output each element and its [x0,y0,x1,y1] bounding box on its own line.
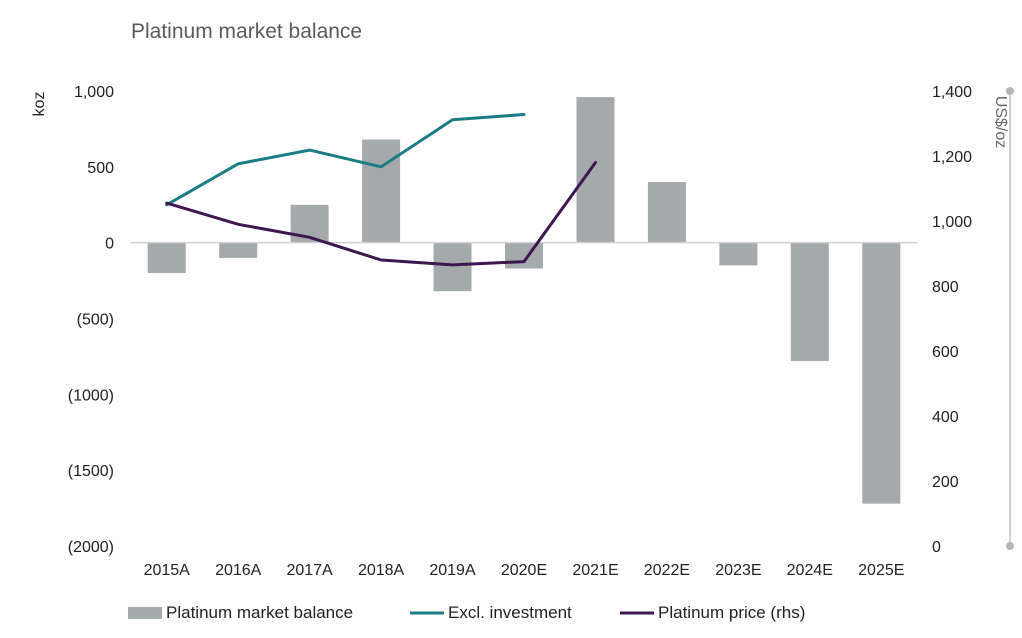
bar-2022E [647,182,686,243]
legend-label: Excl. investment [448,603,572,622]
bar-2019A [433,242,472,292]
y-right-tick-label: 1,200 [932,149,972,166]
x-tick-label: 2025E [858,562,904,579]
x-tick-label: 2017A [286,562,333,579]
y-left-tick-label: (500) [77,312,114,329]
x-tick-label: 2020E [501,562,547,579]
line-excl-investment [165,113,526,207]
x-tick-label: 2023E [715,562,761,579]
x-tick-label: 2019A [429,562,476,579]
legend-item-platinum-price-rhs: Platinum price (rhs) [620,603,805,622]
line-platinum-price-rhs [165,161,597,267]
bar-2025E [862,242,901,504]
legend-label: Platinum market balance [166,603,353,622]
legend: Platinum market balance Excl. investment P… [128,603,805,622]
legend-item-excl-investment: Excl. investment [410,603,572,622]
y-left-tick-label: (1500) [68,463,114,480]
y-right-tick-label: 800 [932,279,959,296]
y-left-tick-label: (1000) [68,387,114,404]
x-tick-label: 2024E [787,562,833,579]
bar-2024E [790,242,829,361]
x-tick-label: 2015A [144,562,191,579]
x-tick-label: 2016A [215,562,262,579]
x-axis-ticks: 2015A 2016A 2017A 2018A 2019A 2020E 2021E 2022E… [144,562,905,579]
bar-2016A [219,242,258,258]
y-right-axis-cap-bottom [1006,542,1014,550]
bar-2020E [505,242,543,269]
bar-series [147,97,901,504]
y-axis-right: 1,400 1,200 1,000 800 600 400 200 0 [932,84,1014,556]
legend-label: Platinum price (rhs) [658,603,805,622]
legend-swatch [128,607,162,619]
y-axis-left-ticks: 1,000 500 0 (500) (1000) (1500) (2000) [68,84,114,556]
bar-2021E [576,97,615,243]
y-right-axis-cap-top [1006,87,1014,95]
y-left-tick-label: 0 [105,236,114,253]
x-tick-label: 2022E [644,562,690,579]
x-tick-label: 2021E [572,562,618,579]
y-axis-left-title: koz [31,92,48,117]
y-right-tick-label: 0 [932,539,941,556]
bar-2018A [362,139,401,243]
legend-item-platinum-market-balance: Platinum market balance [128,603,353,622]
y-axis-right-title: US$/oz [992,96,1009,148]
bar-2015A [147,242,186,273]
y-right-tick-label: 600 [932,344,959,361]
chart-title: Platinum market balance [131,20,362,43]
y-right-tick-label: 200 [932,474,959,491]
y-left-tick-label: 500 [87,160,114,177]
y-right-tick-label: 400 [932,409,959,426]
x-tick-label: 2018A [358,562,405,579]
y-right-tick-label: 1,400 [932,84,972,101]
bar-2023E [719,242,758,266]
y-left-tick-label: 1,000 [74,84,114,101]
y-left-tick-label: (2000) [68,539,114,556]
line-series [165,113,597,267]
y-right-tick-label: 1,000 [932,214,972,231]
